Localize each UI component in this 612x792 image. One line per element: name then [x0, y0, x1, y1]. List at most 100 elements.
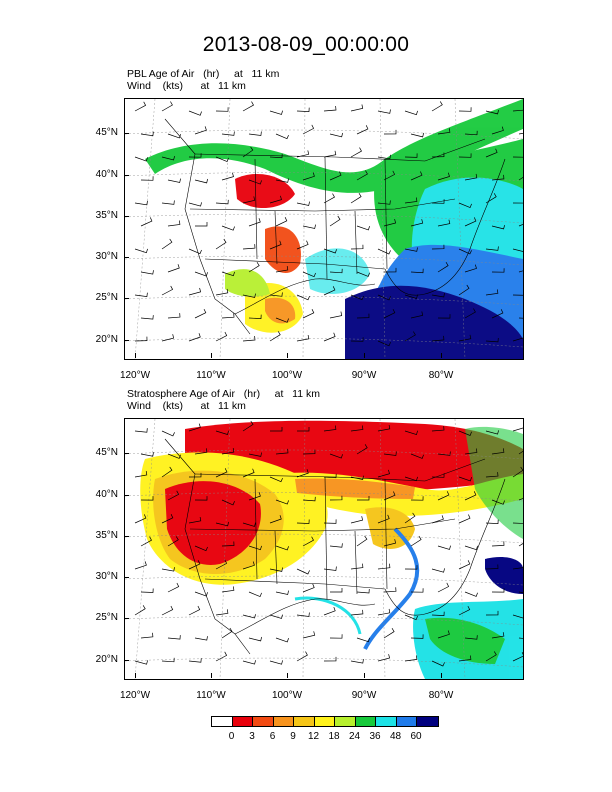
wind-barb [518, 498, 523, 501]
wind-barb [350, 475, 364, 481]
wind-barb [512, 466, 523, 478]
wind-barb [188, 472, 202, 478]
wind-barb [512, 567, 523, 570]
wind-barb [302, 271, 316, 278]
strat-plume-fields [140, 420, 523, 679]
wind-barb [464, 130, 478, 136]
wind-barb [329, 311, 343, 319]
wind-barb [242, 335, 256, 342]
wind-barb [485, 519, 499, 524]
latitude-label: 45°N [95, 447, 118, 458]
colorbar-label: 24 [348, 731, 361, 742]
plot-title: 2013-08-09_00:00:00 [202, 33, 410, 56]
wind-barb [410, 219, 424, 227]
wind-barb [323, 656, 337, 662]
colorbar-swatch [314, 717, 335, 726]
wind-barb [194, 636, 208, 641]
wind-barb [485, 564, 499, 570]
wind-barb [195, 222, 208, 227]
wind-barb [140, 588, 154, 593]
wind-barb [512, 614, 523, 619]
wind-barb [161, 605, 174, 616]
wind-barb [296, 612, 310, 617]
wind-barb [188, 423, 201, 432]
wind-barb [161, 430, 175, 437]
wind-barb [296, 568, 310, 575]
wind-barb [485, 337, 499, 343]
wind-barb [512, 427, 523, 432]
wind-barb [161, 200, 175, 205]
wind-barb [383, 451, 397, 456]
wind-barb [491, 632, 505, 639]
wind-barb [431, 660, 445, 667]
latitude-tick [124, 618, 129, 619]
wind-barb [512, 652, 523, 662]
wind-barb [431, 335, 445, 342]
wind-barb [140, 270, 154, 275]
colorbar-label: 18 [328, 731, 340, 742]
wind-barb [464, 545, 478, 551]
colorbar-swatch [417, 717, 438, 726]
wind-barb [377, 109, 391, 114]
wind-barb [329, 215, 341, 227]
longitude-label: 80°W [428, 370, 454, 381]
wind-barb [248, 218, 261, 227]
wind-barb [377, 294, 391, 301]
wind-barb [242, 196, 256, 204]
longitude-label: 120°W [119, 690, 151, 701]
wind-barb [512, 109, 523, 112]
wind-barb [242, 146, 254, 158]
wind-barb [437, 491, 450, 501]
wind-barb [269, 567, 283, 572]
wind-barb [140, 496, 154, 501]
wind-barb [357, 496, 370, 501]
wind-barb [275, 448, 289, 455]
wind-barb [383, 491, 396, 501]
colorbar [211, 716, 439, 727]
wind-barb [350, 659, 364, 664]
latitude-tick [124, 577, 129, 578]
wind-barb [437, 545, 451, 550]
wind-barb [491, 541, 505, 547]
wind-barb [275, 178, 289, 183]
wind-barb [350, 244, 364, 250]
wind-barb [215, 156, 229, 163]
wind-barb [512, 333, 523, 342]
wind-barb [221, 225, 235, 231]
wind-barb [458, 202, 472, 209]
wind-barb [188, 605, 201, 616]
wind-barb [302, 631, 316, 639]
wind-barb [296, 240, 309, 250]
wind-barb [431, 101, 443, 112]
wind-barb [194, 448, 208, 455]
latitude-tick [124, 257, 129, 258]
wind-barb [404, 197, 418, 204]
wind-barb [350, 337, 364, 342]
latitude-label: 40°N [95, 489, 118, 500]
wind-barb [437, 128, 451, 135]
wind-barb [302, 172, 315, 181]
wind-barb [215, 238, 227, 250]
wind-barb [248, 131, 262, 136]
wind-barb [491, 126, 504, 135]
wind-barb [383, 308, 396, 319]
wind-barb [134, 514, 147, 524]
wind-barb [302, 309, 315, 319]
wind-barb [167, 453, 181, 459]
wind-barb [329, 634, 343, 639]
pbl-plume-fields [145, 99, 523, 359]
wind-barb [296, 651, 308, 662]
wind-barb [248, 452, 262, 457]
wind-barb [323, 519, 337, 524]
wind-barb [161, 238, 173, 250]
wind-barb [269, 240, 282, 250]
wind-barb [485, 289, 499, 296]
longitude-tick [211, 673, 212, 678]
latitude-label: 30°N [95, 571, 118, 582]
wind-barb [134, 336, 148, 342]
wind-barb [431, 293, 445, 298]
colorbar-swatch [232, 717, 253, 726]
wind-barb [275, 266, 289, 273]
wind-barb [269, 660, 283, 665]
latitude-label: 20°N [95, 334, 118, 345]
